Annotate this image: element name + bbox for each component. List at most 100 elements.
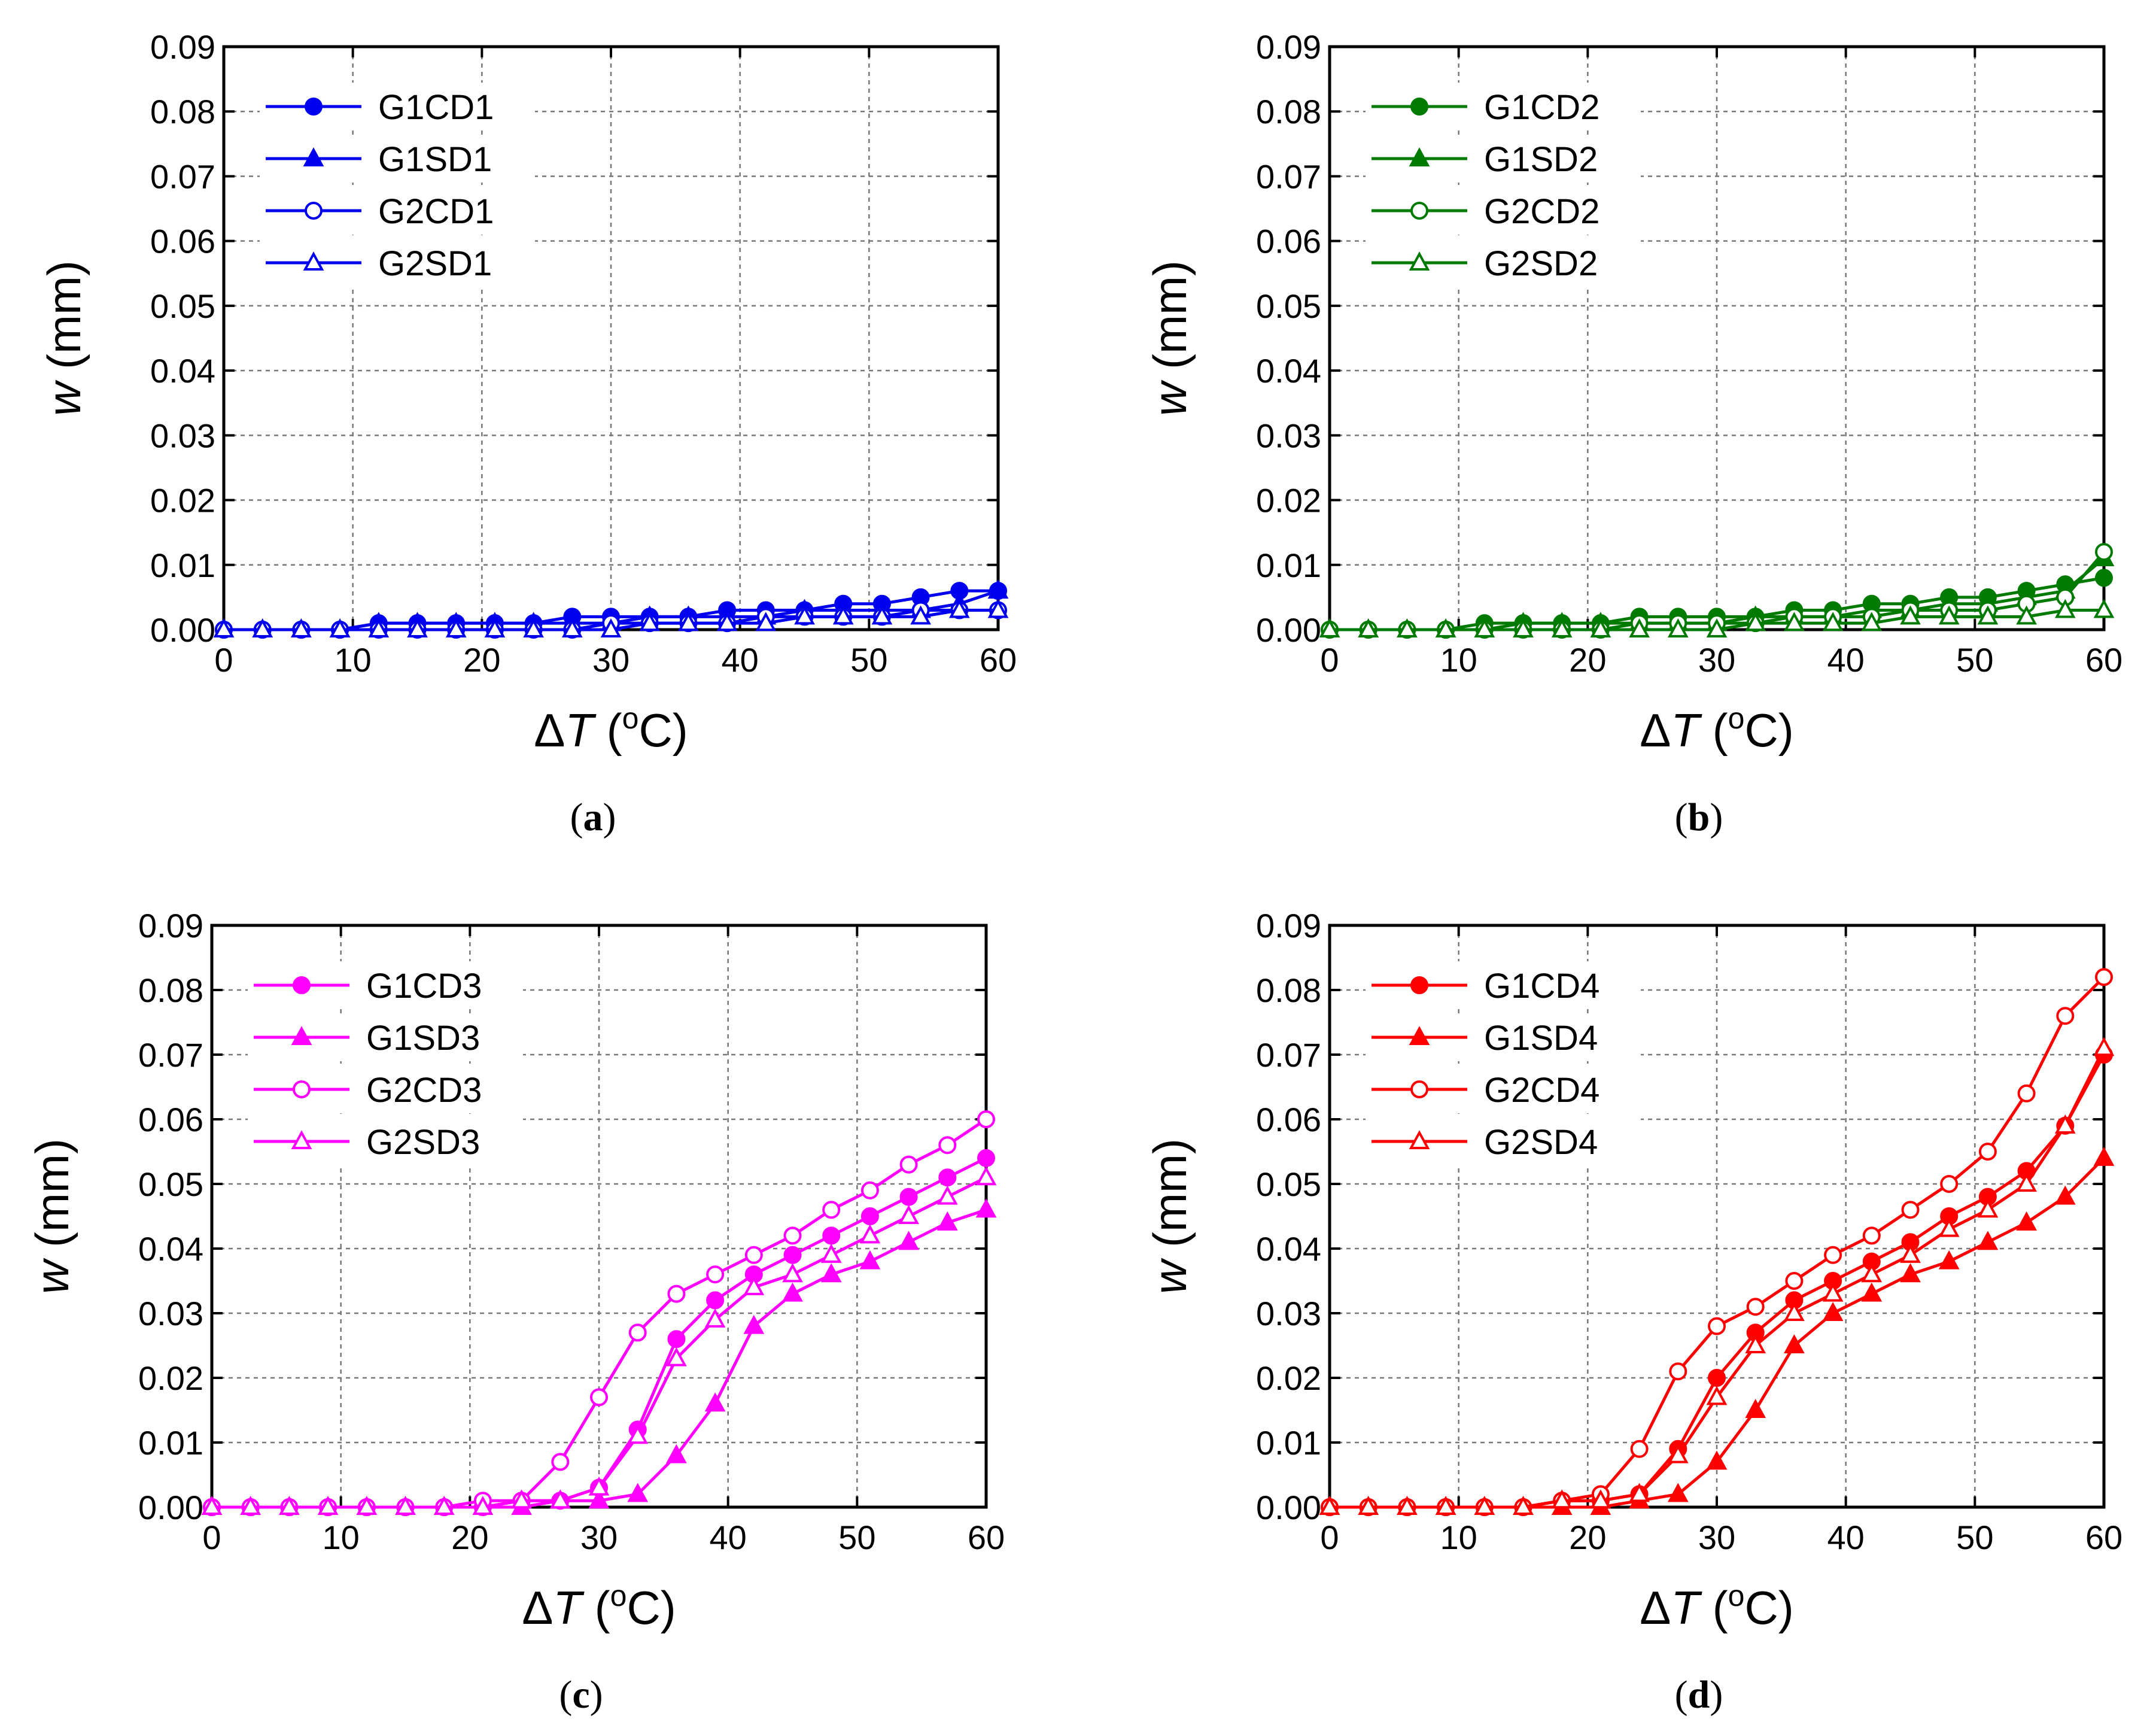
legend-marker [1409, 147, 1430, 167]
x-tick-label: 20 [451, 1519, 488, 1556]
data-point [1938, 1217, 1960, 1237]
legend: G1CD2 G1SD2 G2CD2 G2SD2 [1366, 83, 1641, 287]
x-axis-symbol: Δ [534, 704, 565, 757]
legend-label: G1SD1 [378, 140, 492, 179]
data-point [1822, 1282, 1844, 1302]
data-point [1358, 1496, 1379, 1516]
panel-label-close: ) [603, 795, 616, 839]
data-point [1977, 605, 1999, 625]
legend-label: G2SD4 [1484, 1123, 1598, 1162]
x-axis-title: ΔT (oC) [1640, 702, 1794, 757]
data-point [743, 1314, 765, 1334]
data-point [1474, 618, 1495, 638]
x-axis-unit-close: C) [627, 1581, 676, 1634]
data-point [2054, 1114, 2076, 1134]
series-G2SD2 [1319, 599, 2115, 638]
data-point [783, 1246, 802, 1264]
y-axis-title: w (mm) [38, 260, 90, 416]
data-point [666, 1347, 687, 1366]
axes: 0 10 20 30 40 50 60 0.00 0.01 0.02 0.03 0.04 0.05 0.0… [1256, 28, 2122, 679]
legend-label: G2SD3 [366, 1123, 480, 1162]
data-point [975, 1198, 997, 1218]
y-tick-label: 0.09 [1256, 907, 1321, 945]
panel-label-close: ) [1710, 795, 1723, 839]
legend-marker [1410, 98, 1428, 116]
data-point [1397, 618, 1418, 638]
legend-marker [1410, 976, 1428, 994]
y-tick-label: 0.02 [1256, 482, 1321, 520]
data-point [252, 618, 273, 638]
data-point [523, 618, 544, 638]
data-point [1706, 1386, 1728, 1405]
y-tick-label: 0.00 [150, 611, 215, 649]
panel-label: (d) [1675, 1673, 1723, 1717]
data-point [1901, 1201, 1920, 1219]
panel-label-open: ( [570, 795, 583, 839]
legend-label: G1CD2 [1484, 88, 1599, 127]
series-group [201, 1110, 997, 1516]
data-point [1474, 1496, 1495, 1516]
y-tick-label: 0.03 [1256, 417, 1321, 454]
data-point [1861, 612, 1883, 631]
y-tick-label: 0.06 [1256, 1101, 1321, 1138]
data-point [1513, 1496, 1534, 1516]
panel-label-open: ( [1675, 795, 1688, 839]
data-point [1630, 1440, 1649, 1458]
y-tick-label: 0.03 [150, 417, 215, 454]
y-tick-label: 0.09 [150, 28, 215, 66]
data-point [279, 1496, 300, 1516]
data-point [2093, 1146, 2115, 1166]
data-point [201, 1496, 223, 1516]
data-point [628, 1323, 647, 1342]
x-tick-label: 0 [214, 641, 233, 679]
legend-marker [293, 976, 311, 994]
data-point [667, 1330, 686, 1349]
data-point [1978, 1143, 1997, 1161]
y-tick-label: 0.04 [150, 352, 215, 390]
legend-label: G1SD2 [1484, 140, 1598, 179]
legend-marker [291, 1026, 312, 1046]
data-point [822, 1201, 841, 1219]
data-point [782, 1282, 803, 1302]
data-point [2017, 1084, 2036, 1103]
data-point [782, 1263, 803, 1283]
data-point [1708, 1317, 1726, 1335]
axes: 0 10 20 30 40 50 60 0.00 0.01 0.02 0.03 0.04 0.05 0.0… [1256, 907, 2122, 1556]
data-point [977, 1149, 995, 1167]
y-tick-label: 0.05 [1256, 1165, 1321, 1203]
x-axis-unit-open: ( [594, 704, 622, 757]
data-point [472, 1496, 494, 1516]
data-point [871, 605, 893, 625]
data-point [820, 1263, 842, 1283]
data-point [317, 1496, 339, 1516]
panel-a: 0 10 20 30 40 50 60 0.00 0.01 0.02 0.03 0.04 0.05 0.0… [38, 28, 1017, 839]
data-point [1900, 1263, 1921, 1283]
series-group [1319, 968, 2115, 1516]
data-point [783, 1226, 802, 1245]
data-point [240, 1496, 261, 1516]
data-point [975, 1166, 997, 1186]
data-point [445, 618, 467, 638]
x-tick-label: 20 [1569, 1519, 1606, 1556]
panel-label: (b) [1675, 795, 1723, 839]
data-point [2093, 599, 2115, 618]
x-axis-title: ΔT (oC) [534, 702, 688, 757]
data-point [1319, 1496, 1340, 1516]
data-point [910, 605, 931, 625]
legend-label: G1CD1 [378, 88, 494, 127]
data-point [667, 1284, 686, 1303]
legend-label: G2CD4 [1484, 1071, 1599, 1110]
data-point [822, 1226, 841, 1245]
data-point [2054, 1185, 2076, 1205]
data-point [2095, 968, 2113, 986]
data-point [1861, 1282, 1883, 1302]
x-axis-variable: T [1671, 1581, 1702, 1634]
y-tick-label: 0.07 [150, 157, 215, 195]
data-point [1900, 605, 1921, 625]
data-point [1590, 1489, 1611, 1509]
data-point [1862, 1226, 1881, 1245]
data-point [1435, 1496, 1456, 1516]
y-tick-label: 0.04 [1256, 352, 1321, 390]
x-tick-label: 30 [592, 641, 630, 679]
y-axis-symbol: w [1144, 379, 1196, 416]
